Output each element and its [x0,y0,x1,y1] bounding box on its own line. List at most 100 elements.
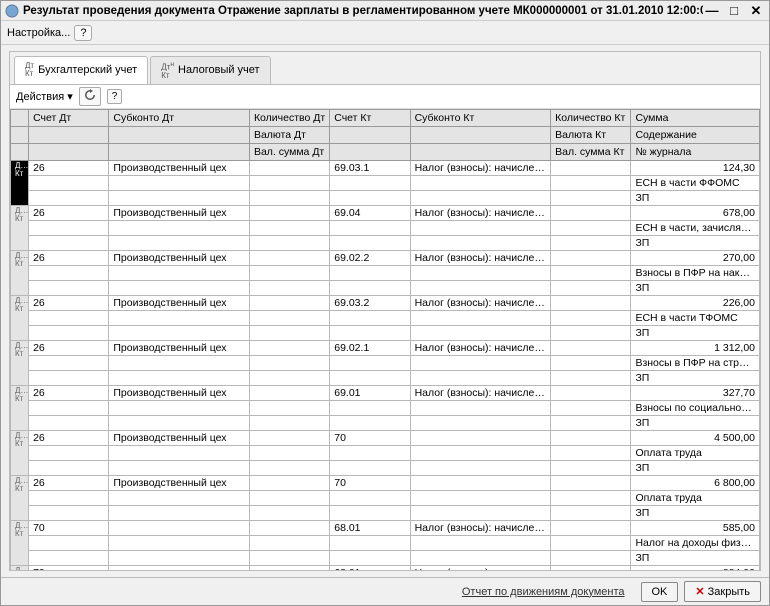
cell-soderzh[interactable]: Взносы по социальному с... [631,400,760,415]
cell-qty-kt[interactable] [551,295,631,310]
cell-summa[interactable]: 1 312,00 [631,340,760,355]
cell-summa[interactable]: 585,00 [631,520,760,535]
table-row[interactable]: ЕСН в части ТФОМС [11,310,760,325]
cell-schet-dt[interactable]: 26 [29,205,109,220]
cell-zhurnal[interactable]: ЗП [631,235,760,250]
cell-summa[interactable]: 270,00 [631,250,760,265]
cell-schet-kt[interactable]: 69.02.2 [330,250,410,265]
col-summa[interactable]: Сумма [631,109,760,126]
table-row[interactable]: ЗП [11,505,760,520]
cell-summa[interactable]: 6 800,00 [631,475,760,490]
cell-schet-dt[interactable]: 26 [29,475,109,490]
cell-qty-kt[interactable] [551,160,631,175]
cell-qty-dt[interactable] [249,160,329,175]
cell-zhurnal[interactable]: ЗП [631,460,760,475]
table-row[interactable]: ДтКт26Производственный цех706 800,00 [11,475,760,490]
cell-subkonto-kt[interactable]: Налог (взносы): начислен... [410,520,551,535]
cell-zhurnal[interactable]: ЗП [631,190,760,205]
row-marker[interactable]: ДтКт [11,385,29,430]
cell-qty-kt[interactable] [551,205,631,220]
cell-subkonto-kt[interactable]: Налог (взносы): начислен... [410,385,551,400]
col-currency-kt[interactable]: Валюта Кт [551,126,631,143]
col-subkonto-dt[interactable]: Субконто Дт [109,109,250,126]
cell-qty-dt[interactable] [249,250,329,265]
cell-summa[interactable]: 884,00 [631,565,760,570]
cell-zhurnal[interactable]: ЗП [631,370,760,385]
row-marker[interactable]: ДтКт [11,340,29,385]
cell-schet-dt[interactable]: 70 [29,565,109,570]
cell-schet-kt[interactable]: 69.01 [330,385,410,400]
cell-soderzh[interactable]: Взносы в ПФР на накопи... [631,265,760,280]
cell-soderzh[interactable]: Налог на доходы физичес... [631,535,760,550]
cell-qty-dt[interactable] [249,205,329,220]
cell-qty-kt[interactable] [551,250,631,265]
table-row[interactable]: Налог на доходы физичес... [11,535,760,550]
cell-qty-kt[interactable] [551,475,631,490]
col-soderzh[interactable]: Содержание [631,126,760,143]
cell-qty-kt[interactable] [551,340,631,355]
cell-zhurnal[interactable]: ЗП [631,325,760,340]
table-row[interactable]: ДтКт26Производственный цех69.01Налог (вз… [11,385,760,400]
table-row[interactable]: ЗП [11,460,760,475]
help-button[interactable]: ? [74,25,92,41]
cell-summa[interactable]: 678,00 [631,205,760,220]
cell-subkonto-kt[interactable] [410,430,551,445]
table-row[interactable]: ЕСН в части, зачисляемой... [11,220,760,235]
cell-subkonto-dt[interactable]: Производственный цех [109,340,250,355]
cell-schet-kt[interactable]: 70 [330,475,410,490]
table-row[interactable]: ДтКт7068.01Налог (взносы): начислен...88… [11,565,760,570]
col-valsum-dt[interactable]: Вал. сумма Дт [249,143,329,160]
cell-soderzh[interactable]: Оплата труда [631,445,760,460]
cell-qty-dt[interactable] [249,295,329,310]
table-row[interactable]: ЗП [11,280,760,295]
cell-schet-kt[interactable]: 69.03.2 [330,295,410,310]
col-schet-kt[interactable]: Счет Кт [330,109,410,126]
table-row[interactable]: ЗП [11,370,760,385]
row-marker[interactable]: ДтКт [11,250,29,295]
table-row[interactable]: ДтКт26Производственный цех69.02.1Налог (… [11,340,760,355]
cell-soderzh[interactable]: ЕСН в части ФФОМС [631,175,760,190]
cell-qty-dt[interactable] [249,385,329,400]
cell-zhurnal[interactable]: ЗП [631,550,760,565]
cell-soderzh[interactable]: Взносы в ПФР на страхов... [631,355,760,370]
cell-schet-dt[interactable]: 26 [29,385,109,400]
table-row[interactable]: ЗП [11,190,760,205]
col-currency-dt[interactable]: Валюта Дт [249,126,329,143]
cell-zhurnal[interactable]: ЗП [631,280,760,295]
col-subkonto-kt[interactable]: Субконто Кт [410,109,551,126]
close-button-footer[interactable]: ✕Закрыть [684,581,761,602]
cell-qty-kt[interactable] [551,520,631,535]
cell-schet-dt[interactable]: 26 [29,295,109,310]
tab-accounting[interactable]: ДтКт Бухгалтерский учет [14,56,148,84]
row-marker[interactable]: ДтКт [11,295,29,340]
cell-zhurnal[interactable]: ЗП [631,505,760,520]
cell-subkonto-dt[interactable] [109,565,250,570]
cell-soderzh[interactable]: ЕСН в части ТФОМС [631,310,760,325]
cell-schet-kt[interactable]: 68.01 [330,520,410,535]
cell-schet-kt[interactable]: 68.01 [330,565,410,570]
cell-schet-kt[interactable]: 70 [330,430,410,445]
col-qty-dt[interactable]: Количество Дт [249,109,329,126]
cell-subkonto-kt[interactable]: Налог (взносы): начислен... [410,295,551,310]
row-marker[interactable]: ДтКт [11,160,29,205]
cell-subkonto-dt[interactable]: Производственный цех [109,250,250,265]
cell-schet-dt[interactable]: 26 [29,430,109,445]
cell-schet-dt[interactable]: 26 [29,250,109,265]
row-marker[interactable]: ДтКт [11,475,29,520]
cell-subkonto-kt[interactable]: Налог (взносы): начислен... [410,565,551,570]
cell-qty-dt[interactable] [249,520,329,535]
actions-dropdown[interactable]: Действия ▾ [16,90,73,103]
row-marker[interactable]: ДтКт [11,430,29,475]
maximize-button[interactable]: □ [725,3,743,19]
cell-schet-kt[interactable]: 69.02.1 [330,340,410,355]
table-row[interactable]: Взносы в ПФР на накопи... [11,265,760,280]
cell-qty-dt[interactable] [249,565,329,570]
close-button[interactable]: ✕ [747,3,765,19]
cell-schet-kt[interactable]: 69.03.1 [330,160,410,175]
col-schet-dt[interactable]: Счет Дт [29,109,109,126]
table-row[interactable]: Взносы по социальному с... [11,400,760,415]
cell-zhurnal[interactable]: ЗП [631,415,760,430]
col-qty-kt[interactable]: Количество Кт [551,109,631,126]
cell-subkonto-dt[interactable]: Производственный цех [109,385,250,400]
cell-soderzh[interactable]: ЕСН в части, зачисляемой... [631,220,760,235]
